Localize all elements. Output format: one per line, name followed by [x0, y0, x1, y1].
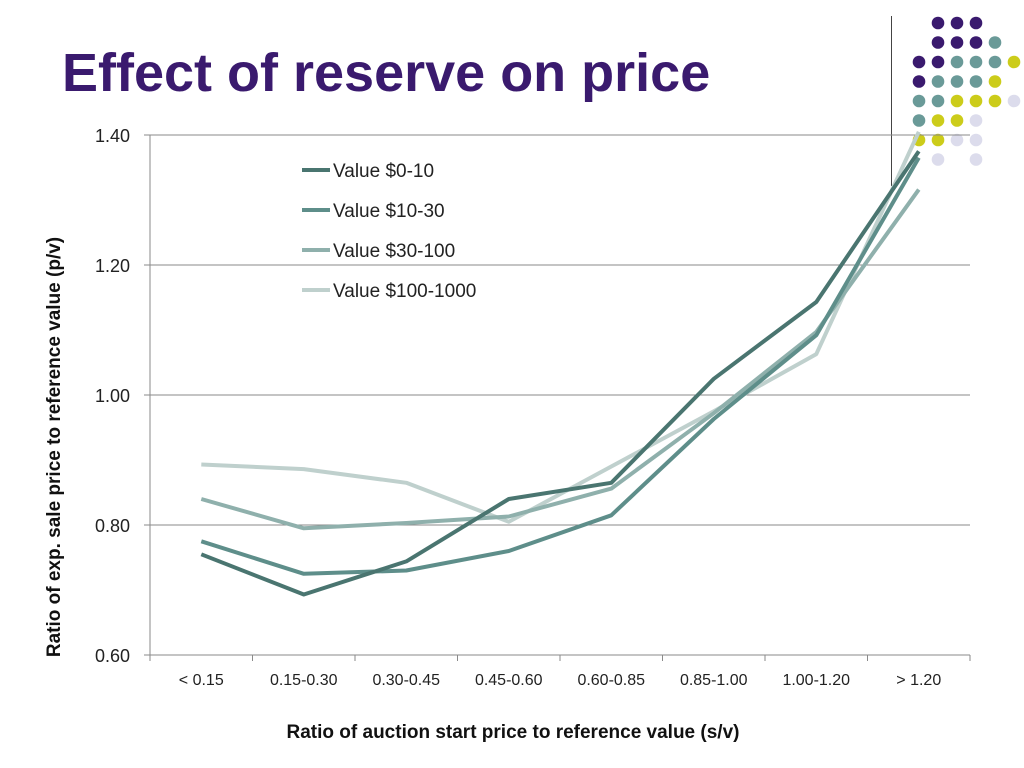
y-tick-label: 1.20 [95, 256, 130, 276]
decorative-dot [931, 153, 945, 166]
slide-title: Effect of reserve on price [62, 43, 711, 103]
decorative-dot [931, 114, 945, 127]
decorative-dot [950, 133, 964, 147]
decorative-dot [1007, 55, 1021, 69]
legend-label: Value $30-100 [333, 241, 455, 262]
x-tick-label: > 1.20 [896, 672, 941, 689]
decorative-dot [950, 75, 964, 88]
decorative-dot [931, 55, 945, 69]
x-tick-label: 1.00-1.20 [782, 672, 850, 689]
decorative-dot [931, 94, 945, 108]
decorative-dot [950, 36, 964, 49]
decorative-dot [912, 114, 926, 127]
legend-label: Value $100-1000 [333, 281, 476, 302]
decorative-dot [988, 94, 1002, 108]
x-axis-title: Ratio of auction start price to referenc… [287, 722, 740, 743]
decorative-dot [950, 114, 964, 127]
decorative-dot [931, 36, 945, 49]
y-tick-label: 1.00 [95, 386, 130, 406]
x-tick-label: 0.30-0.45 [372, 672, 440, 689]
decorative-dot [988, 55, 1002, 69]
x-tick-label: 0.15-0.30 [270, 672, 338, 689]
decorative-dot [912, 55, 926, 69]
y-tick-label: 1.40 [95, 126, 130, 146]
y-axis-ticks: 0.60 0.80 1.00 1.20 1.40 [95, 126, 150, 666]
decorative-dot [969, 36, 983, 49]
decorative-dot [969, 75, 983, 88]
x-tick-label: < 0.15 [179, 672, 224, 689]
series-line-1 [200, 150, 921, 597]
decorative-dot [931, 133, 945, 147]
decorative-dot [988, 36, 1002, 49]
legend-label: Value $10-30 [333, 201, 445, 222]
decorative-dot [969, 16, 983, 30]
decorative-dot [969, 114, 983, 127]
y-axis-title: Ratio of exp. sale price to reference va… [44, 237, 65, 657]
series-line-4 [201, 130, 921, 524]
decorative-dot [912, 94, 926, 108]
decorative-dot [950, 16, 964, 30]
series-line-3 [200, 188, 921, 531]
chart-series [200, 130, 921, 597]
decorative-dot [1007, 94, 1021, 108]
decorative-dot [969, 133, 983, 147]
x-tick-label: 0.60-0.85 [577, 672, 645, 689]
decorative-dot-pattern [912, 16, 1021, 166]
y-tick-label: 0.60 [95, 646, 130, 666]
decorative-dot [950, 94, 964, 108]
decorative-dot [912, 75, 926, 88]
chart-legend: Value $0-10 Value $10-30 Value $30-100 Valu… [302, 161, 476, 302]
series-line-2 [200, 156, 921, 576]
decorative-dot [969, 153, 983, 166]
decorative-dot [988, 75, 1002, 88]
x-tick-label: 0.85-1.00 [680, 672, 748, 689]
legend-label: Value $0-10 [333, 161, 434, 182]
decorative-divider [891, 16, 892, 186]
decorative-dot [931, 16, 945, 30]
y-tick-label: 0.80 [95, 516, 130, 536]
x-tick-label: 0.45-0.60 [475, 672, 543, 689]
decorative-dot [950, 55, 964, 69]
x-axis-ticks: < 0.15 0.15-0.30 0.30-0.45 0.45-0.60 0.60-0.… [149, 655, 971, 689]
decorative-dot [931, 75, 945, 88]
decorative-dot [969, 55, 983, 69]
decorative-dot [969, 94, 983, 108]
